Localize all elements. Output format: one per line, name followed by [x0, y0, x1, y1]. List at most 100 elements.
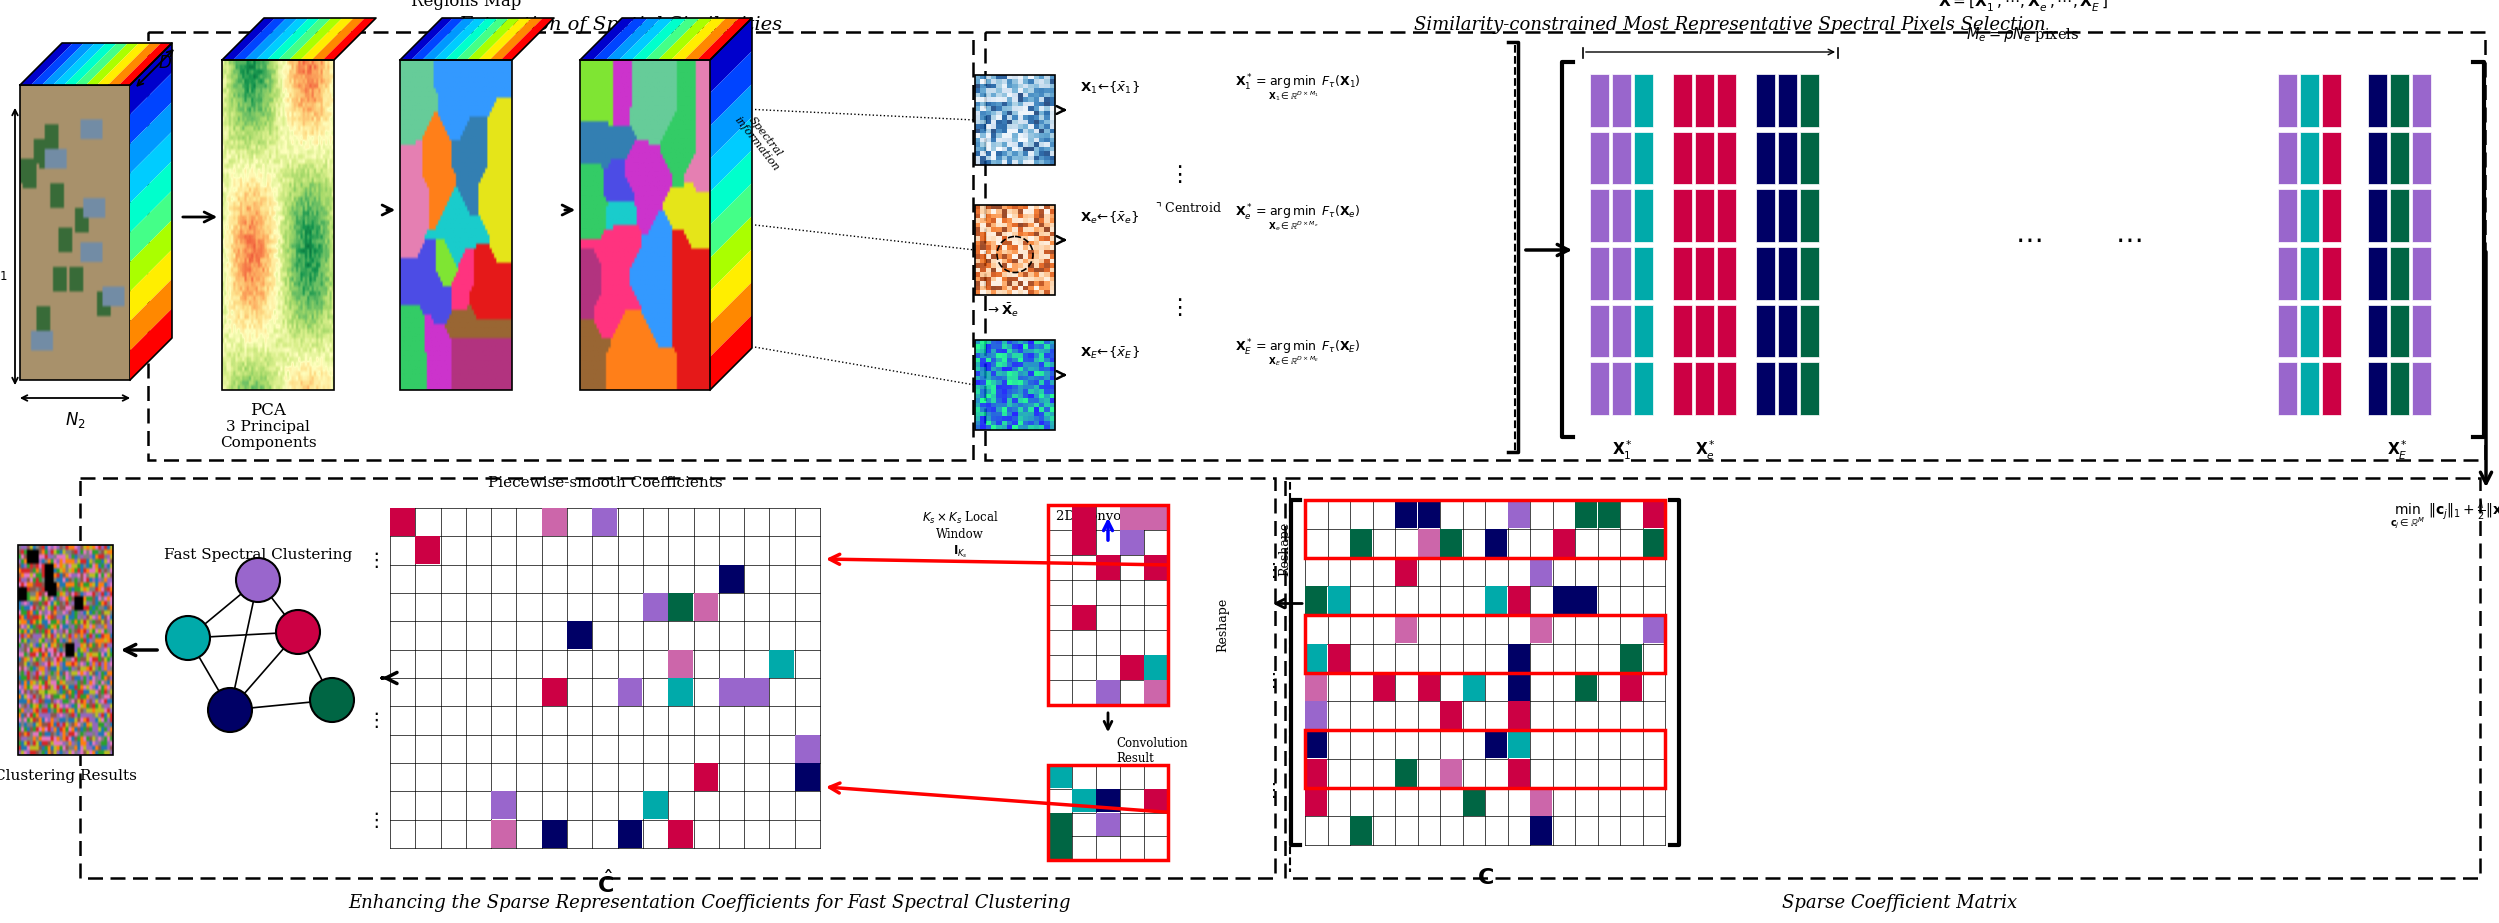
Bar: [2279, 363, 2297, 415]
Bar: [1484, 730, 1507, 759]
Bar: [1145, 555, 1167, 580]
Bar: [795, 735, 820, 762]
Bar: [1304, 643, 1327, 672]
Bar: [1304, 730, 1327, 759]
Bar: [2322, 74, 2342, 126]
Bar: [2412, 363, 2432, 415]
Bar: [667, 820, 692, 847]
Bar: [1145, 655, 1167, 679]
Bar: [2389, 305, 2409, 357]
Bar: [1304, 701, 1327, 729]
Bar: [400, 60, 512, 390]
Bar: [1327, 586, 1349, 615]
Bar: [542, 508, 567, 536]
Bar: [1507, 730, 1529, 759]
Polygon shape: [435, 18, 487, 60]
Bar: [1047, 812, 1072, 835]
Bar: [1799, 305, 1819, 357]
Text: $\mathbf{X}_E^* = \underset{\mathbf{X}_E\in\mathbb{R}^{D\times M_E}}{\arg\min}\ : $\mathbf{X}_E^* = \underset{\mathbf{X}_E…: [1235, 338, 1359, 368]
Bar: [1327, 643, 1349, 672]
Bar: [1120, 505, 1145, 530]
Polygon shape: [710, 84, 752, 159]
Text: PCA: PCA: [250, 402, 285, 419]
Bar: [2322, 132, 2342, 185]
Bar: [2412, 247, 2432, 300]
Bar: [1047, 765, 1072, 788]
Bar: [1717, 189, 1737, 242]
Text: $\vdots$: $\vdots$: [1264, 670, 1277, 689]
Bar: [1304, 673, 1327, 701]
Polygon shape: [657, 18, 712, 60]
Text: $K_s\times K_s$ Local
Window
$\mathbf{I}_{K_s}$: $K_s\times K_s$ Local Window $\mathbf{I}…: [922, 510, 997, 560]
Bar: [1634, 189, 1652, 242]
Bar: [1047, 836, 1072, 859]
Polygon shape: [130, 190, 172, 262]
Bar: [1694, 132, 1714, 185]
Bar: [2322, 247, 2342, 300]
Bar: [975, 75, 1055, 165]
Bar: [975, 340, 1055, 430]
Bar: [1757, 132, 1774, 185]
Bar: [667, 650, 692, 677]
Bar: [1672, 363, 1692, 415]
Bar: [1072, 530, 1095, 555]
Bar: [2412, 132, 2432, 185]
Bar: [1304, 615, 1664, 673]
Text: $\mathbf{X}_e^* = \underset{\mathbf{X}_e\in\mathbb{R}^{D\times M_e}}{\arg\min}\ : $\mathbf{X}_e^* = \underset{\mathbf{X}_e…: [1235, 202, 1359, 234]
Bar: [2369, 74, 2387, 126]
Text: $\vdots$: $\vdots$: [365, 810, 377, 830]
Polygon shape: [130, 220, 172, 292]
Bar: [770, 650, 795, 677]
Polygon shape: [592, 18, 647, 60]
Polygon shape: [107, 43, 160, 85]
Bar: [745, 678, 770, 706]
Bar: [1694, 189, 1714, 242]
Bar: [2299, 74, 2319, 126]
Polygon shape: [267, 18, 320, 60]
Polygon shape: [710, 150, 752, 225]
Bar: [985, 32, 2484, 460]
Bar: [1462, 673, 1484, 701]
Polygon shape: [312, 18, 365, 60]
Bar: [1417, 673, 1439, 701]
Text: Reshape: Reshape: [1217, 598, 1230, 653]
Polygon shape: [710, 315, 752, 390]
Bar: [2279, 305, 2297, 357]
Bar: [2369, 363, 2387, 415]
Bar: [1694, 363, 1714, 415]
Bar: [695, 593, 717, 621]
Bar: [2299, 132, 2319, 185]
Text: Spectral
information: Spectral information: [732, 107, 790, 173]
Bar: [1529, 557, 1552, 586]
Polygon shape: [130, 131, 172, 203]
Bar: [1589, 305, 1609, 357]
Text: Sparse Coefficient Matrix: Sparse Coefficient Matrix: [1782, 894, 2017, 912]
Bar: [1717, 305, 1737, 357]
Bar: [1552, 529, 1574, 557]
Text: $\vdots$: $\vdots$: [1167, 297, 1182, 319]
Bar: [2412, 189, 2432, 242]
Polygon shape: [672, 18, 727, 60]
Bar: [1717, 247, 1737, 300]
Text: $\mathbf{X}_1^* = \underset{\mathbf{X}_1\in\mathbb{R}^{D\times M_1}}{\arg\min}\ : $\mathbf{X}_1^* = \underset{\mathbf{X}_1…: [1235, 72, 1362, 103]
Bar: [1507, 701, 1529, 729]
Bar: [667, 593, 692, 621]
Polygon shape: [85, 43, 140, 85]
Text: $\vdots$: $\vdots$: [365, 710, 377, 730]
Bar: [1672, 305, 1692, 357]
Bar: [1304, 759, 1327, 787]
Text: $M_e = \rho N_e$ pixels: $M_e = \rho N_e$ pixels: [1967, 25, 2079, 44]
Polygon shape: [710, 117, 752, 192]
Text: $\hat{\mathbf{C}}$: $\hat{\mathbf{C}}$: [597, 870, 612, 898]
Polygon shape: [697, 18, 752, 60]
Bar: [1097, 812, 1120, 835]
Bar: [1145, 505, 1167, 530]
Bar: [1589, 74, 1609, 126]
Polygon shape: [490, 18, 542, 60]
Bar: [2299, 247, 2319, 300]
Polygon shape: [477, 18, 532, 60]
Bar: [1589, 189, 1609, 242]
Bar: [1694, 305, 1714, 357]
Bar: [1120, 530, 1145, 555]
Polygon shape: [290, 18, 342, 60]
